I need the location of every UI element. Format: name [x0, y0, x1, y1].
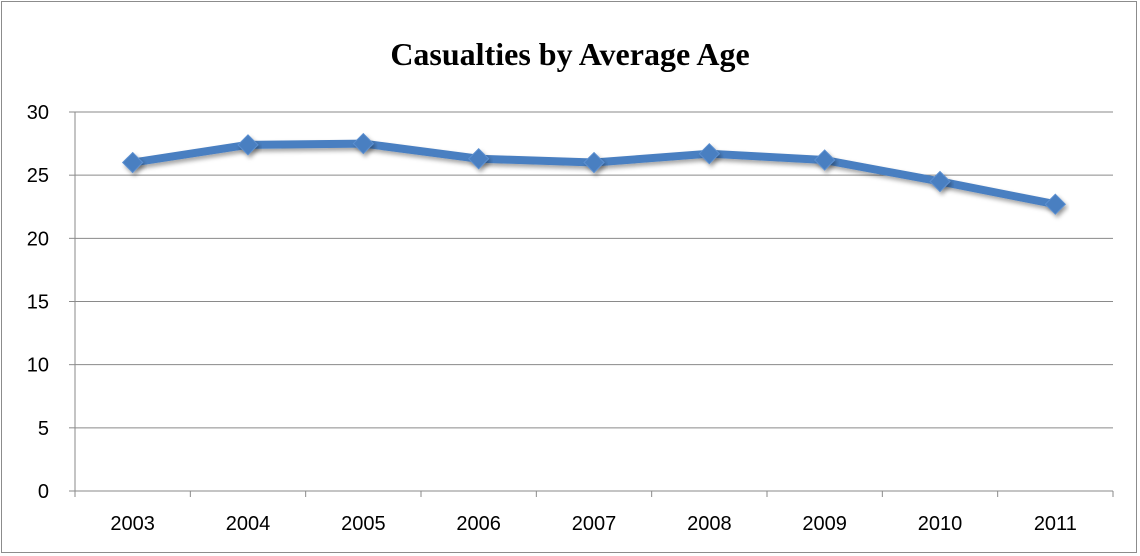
x-tick-label: 2007	[572, 513, 617, 535]
x-tick-label: 2004	[226, 513, 271, 535]
y-tick-label: 15	[27, 292, 49, 314]
x-tick-label: 2005	[341, 513, 386, 535]
data-point-2011[interactable]	[1044, 193, 1067, 215]
chart-title: Casualties by Average Age	[390, 36, 750, 72]
y-tick-label: 25	[27, 165, 49, 187]
data-point-2003[interactable]	[121, 151, 144, 174]
series-layer	[121, 132, 1067, 215]
tick-labels: 0 5 10 15 20 25 30 2003 2004 2005 2006 2007 2008 2009…	[27, 102, 1077, 535]
data-point-2010[interactable]	[929, 170, 951, 193]
data-point-2006[interactable]	[467, 148, 490, 170]
y-tick-label: 5	[38, 418, 49, 440]
y-tick-label: 20	[27, 228, 49, 250]
y-tick-label: 30	[27, 102, 49, 124]
x-tick-label: 2008	[687, 513, 732, 535]
x-tick-label: 2003	[110, 513, 155, 535]
x-tick-label: 2006	[456, 513, 501, 535]
data-point-2007[interactable]	[583, 151, 605, 174]
x-tick-label: 2011	[1034, 513, 1077, 535]
data-point-2004[interactable]	[237, 134, 259, 156]
x-tick-label: 2009	[802, 513, 847, 535]
y-tick-label: 10	[27, 355, 49, 377]
data-point-2008[interactable]	[698, 142, 721, 165]
x-tick-label: 2010	[918, 513, 963, 535]
data-point-2009[interactable]	[813, 149, 836, 171]
y-tick-label: 0	[38, 481, 49, 503]
data-point-2005[interactable]	[352, 132, 375, 155]
axes	[69, 111, 1114, 497]
gridlines	[75, 111, 1113, 429]
